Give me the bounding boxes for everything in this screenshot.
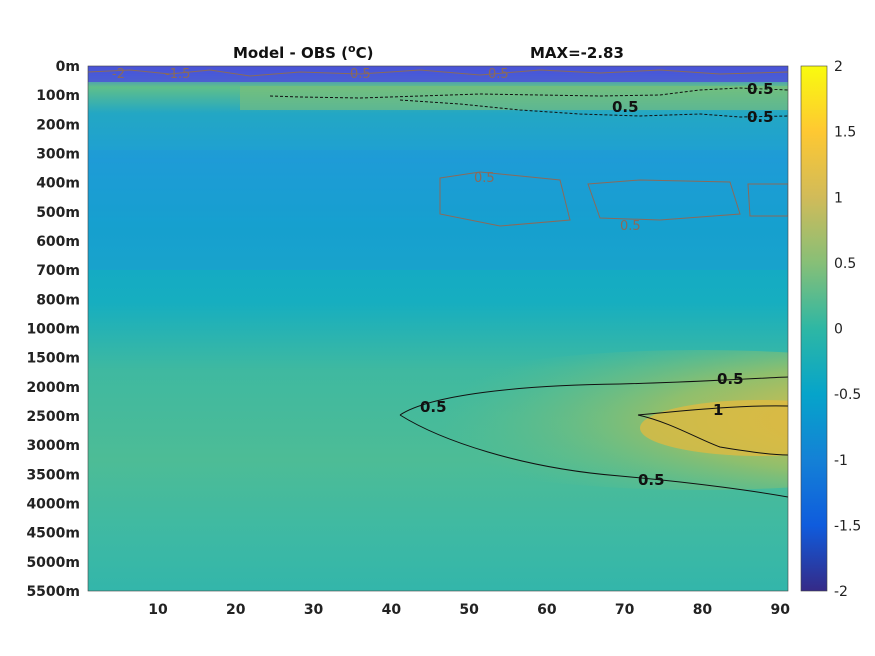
chart-title: Model - OBS (oC) xyxy=(233,42,373,62)
colorbar-tick-label: 1.5 xyxy=(834,125,856,141)
colorbar-tick-label: 2 xyxy=(834,59,843,75)
plot-border xyxy=(87,65,789,592)
contour-0.5-shallow xyxy=(269,87,788,118)
colorbar-tick-label: -2 xyxy=(834,584,848,600)
y-tick-label: 800m xyxy=(36,292,80,308)
title-main: Model - OBS ( xyxy=(233,44,348,62)
y-tick-label: 600m xyxy=(36,234,80,250)
y-tick-label: 4000m xyxy=(26,497,80,513)
colorbar-tick-label: -1 xyxy=(834,453,848,469)
colorbar-tick-label: 0.5 xyxy=(834,256,856,272)
y-axis-ticks: 0m 100m 200m 300m 400m 500m 600m 700m 800m 1000m 1… xyxy=(26,59,80,600)
x-tick-label: 20 xyxy=(226,602,246,618)
x-tick-label: 80 xyxy=(693,602,713,618)
contour-gray-surface xyxy=(88,69,788,77)
contour-label-black-7: 0.5 xyxy=(612,98,639,116)
surface-cold-band xyxy=(88,66,788,82)
chart-max-label: MAX=-2.83 xyxy=(530,44,624,62)
y-tick-label: 1000m xyxy=(26,322,80,338)
contour-label-black-3: 0.5 xyxy=(638,471,665,489)
contour-label-black-4: 1 xyxy=(713,401,723,419)
x-tick-label: 50 xyxy=(459,602,479,618)
mid-blue-band xyxy=(88,150,788,270)
colorbar-ticks: 2 1.5 1 0.5 0 -0.5 -1 -1.5 -2 xyxy=(834,59,861,600)
colorbar-tick-label: 0 xyxy=(834,322,843,338)
x-tick-label: 70 xyxy=(615,602,635,618)
y-tick-label: 400m xyxy=(36,176,80,192)
x-tick-label: 90 xyxy=(770,602,790,618)
contour-label-gray-5: -1.5 xyxy=(165,67,190,82)
contour-0.5-deep-lower xyxy=(399,414,788,498)
contour-1-deep xyxy=(637,405,788,456)
y-tick-label: 2500m xyxy=(26,409,80,425)
colorbar-tick-label: -0.5 xyxy=(834,387,861,403)
y-tick-label: 4500m xyxy=(26,526,80,542)
plot-area: 0.5 0.5 0.5 1 0.5 0.5 0.5 0.5 0.5 0.5 0.… xyxy=(88,66,788,591)
y-tick-label: 100m xyxy=(36,88,80,104)
contour-label-gray-6: -2 xyxy=(112,67,125,82)
contour-label-gray-4: 0.5 xyxy=(350,67,371,82)
deep-warm-anomaly xyxy=(370,350,788,490)
x-axis-ticks: 10 20 30 40 50 60 70 80 90 xyxy=(148,602,790,618)
y-tick-label: 2000m xyxy=(26,380,80,396)
y-tick-label: 300m xyxy=(36,147,80,163)
y-tick-label: 500m xyxy=(36,205,80,221)
contour-label-gray-2: 0.5 xyxy=(620,219,641,234)
contour-0.5-gray-mid xyxy=(439,171,788,227)
colorbar-tick-label: 1 xyxy=(834,190,843,206)
contour-label-black-2: 0.5 xyxy=(717,370,744,388)
y-tick-label: 1500m xyxy=(26,351,80,367)
contour-label-black-6: 0.5 xyxy=(747,108,774,126)
y-tick-label: 3500m xyxy=(26,467,80,483)
title-unit: C) xyxy=(356,44,374,62)
y-tick-label: 3000m xyxy=(26,438,80,454)
colorbar-tick-label: -1.5 xyxy=(834,518,861,534)
contour-0.5-deep xyxy=(399,376,788,416)
title-sup: o xyxy=(348,42,356,55)
y-tick-label: 5500m xyxy=(26,584,80,600)
x-tick-label: 30 xyxy=(304,602,324,618)
x-tick-label: 10 xyxy=(148,602,168,618)
contour-label-black-1: 0.5 xyxy=(420,398,447,416)
y-tick-label: 0m xyxy=(56,59,80,75)
colorbar xyxy=(800,65,828,592)
y-tick-label: 700m xyxy=(36,263,80,279)
y-tick-label: 200m xyxy=(36,117,80,133)
heatmap-field xyxy=(88,66,788,591)
x-tick-label: 60 xyxy=(537,602,557,618)
contour-label-gray-1: 0.5 xyxy=(474,171,495,186)
contour-label-black-5: 0.5 xyxy=(747,80,774,98)
deep-warm-core xyxy=(640,400,788,456)
x-tick-label: 40 xyxy=(382,602,402,618)
contour-label-gray-3: 0.5 xyxy=(488,67,509,82)
y-tick-label: 5000m xyxy=(26,555,80,571)
